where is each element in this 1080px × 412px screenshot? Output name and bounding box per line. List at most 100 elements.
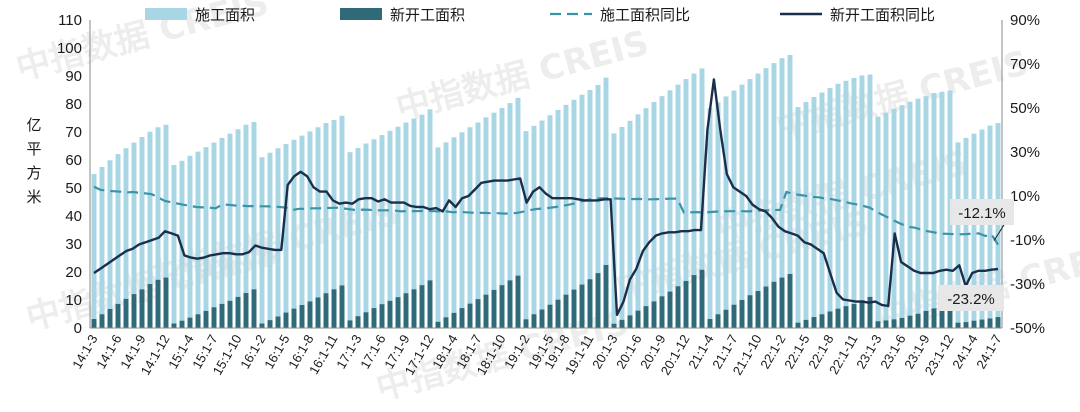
bar-new-start-area — [467, 303, 473, 328]
bar-new-start-area — [571, 289, 577, 328]
bar-construction-area — [227, 133, 233, 328]
bar-new-start-area — [843, 306, 849, 328]
bar-new-start-area — [387, 300, 393, 328]
bar-new-start-area — [691, 275, 697, 328]
legend-swatch — [145, 8, 187, 20]
bar-construction-area — [707, 108, 713, 328]
bar-new-start-area — [859, 300, 865, 328]
bar-new-start-area — [219, 303, 225, 328]
bar-construction-area — [611, 133, 617, 328]
bar-new-start-area — [963, 322, 969, 328]
bar-construction-area — [283, 144, 289, 328]
left-tick-label: 80 — [65, 96, 82, 113]
bar-construction-area — [147, 131, 153, 328]
bar-new-start-area — [187, 317, 193, 328]
bar-construction-area — [251, 121, 257, 328]
bar-new-start-area — [243, 293, 249, 328]
bar-construction-area — [491, 112, 497, 329]
bar-new-start-area — [811, 317, 817, 328]
series-construction-area — [91, 55, 1001, 329]
bar-new-start-area — [611, 323, 617, 328]
bar-construction-area — [443, 142, 449, 328]
bar-new-start-area — [995, 317, 1001, 328]
bar-construction-area — [635, 114, 641, 328]
bar-construction-area — [923, 96, 929, 328]
bar-new-start-area — [427, 280, 433, 328]
bar-new-start-area — [331, 289, 337, 328]
bar-construction-area — [507, 103, 513, 328]
bar-new-start-area — [827, 311, 833, 328]
bar-new-start-area — [171, 323, 177, 328]
bar-new-start-area — [979, 319, 985, 328]
bar-new-start-area — [907, 315, 913, 328]
bar-construction-area — [203, 147, 209, 328]
left-tick-label: 40 — [65, 208, 82, 225]
bar-construction-area — [803, 102, 809, 328]
right-tick-label: 10% — [1010, 188, 1040, 205]
bar-construction-area — [339, 115, 345, 328]
bar-construction-area — [987, 125, 993, 328]
bar-new-start-area — [603, 265, 609, 328]
bar-new-start-area — [339, 285, 345, 328]
left-tick-label: 50 — [65, 180, 82, 197]
bar-construction-area — [387, 130, 393, 328]
bar-new-start-area — [251, 289, 257, 328]
right-tick-label: 70% — [1010, 56, 1040, 73]
left-tick-label: 70 — [65, 124, 82, 141]
bar-construction-area — [963, 137, 969, 328]
bar-new-start-area — [475, 299, 481, 328]
bar-new-start-area — [883, 320, 889, 328]
bar-new-start-area — [795, 322, 801, 328]
bar-construction-area — [243, 124, 249, 328]
bar-construction-area — [571, 99, 577, 328]
bar-new-start-area — [635, 310, 641, 328]
legend-label: 施工面积同比 — [600, 6, 690, 24]
bar-construction-area — [691, 73, 697, 328]
bar-construction-area — [363, 143, 369, 328]
bar-new-start-area — [91, 319, 97, 328]
bar-new-start-area — [411, 289, 417, 328]
bar-new-start-area — [643, 306, 649, 328]
bar-construction-area — [843, 80, 849, 328]
bar-new-start-area — [931, 308, 937, 328]
left-tick-label: 60 — [65, 152, 82, 169]
bar-construction-area — [155, 127, 161, 329]
bar-new-start-area — [347, 320, 353, 328]
bar-construction-area — [163, 124, 169, 328]
legend-swatch — [340, 8, 382, 20]
left-tick-label: 20 — [65, 264, 82, 281]
bar-construction-area — [619, 126, 625, 329]
bar-new-start-area — [283, 312, 289, 328]
bar-new-start-area — [275, 316, 281, 328]
right-tick-label: 50% — [1010, 100, 1040, 117]
bar-new-start-area — [667, 291, 673, 328]
bar-construction-area — [763, 68, 769, 328]
bar-construction-area — [267, 152, 273, 328]
bar-construction-area — [91, 174, 97, 328]
bar-new-start-area — [531, 314, 537, 328]
bar-new-start-area — [723, 309, 729, 328]
bar-new-start-area — [163, 277, 169, 328]
bar-new-start-area — [971, 320, 977, 328]
bar-construction-area — [811, 97, 817, 328]
bar-new-start-area — [211, 307, 217, 328]
bar-construction-area — [259, 157, 265, 328]
bar-construction-area — [587, 90, 593, 328]
bar-construction-area — [523, 131, 529, 328]
bar-new-start-area — [587, 279, 593, 328]
bar-new-start-area — [627, 315, 633, 328]
legend-label: 新开工面积同比 — [830, 6, 935, 24]
bar-construction-area — [187, 155, 193, 328]
bar-construction-area — [627, 120, 633, 328]
bar-construction-area — [675, 84, 681, 329]
bar-construction-area — [931, 93, 937, 328]
bar-new-start-area — [379, 304, 385, 328]
right-tick-label: -30% — [1010, 276, 1045, 293]
bar-new-start-area — [707, 319, 713, 328]
bar-new-start-area — [939, 307, 945, 328]
bar-new-start-area — [675, 286, 681, 328]
bar-new-start-area — [99, 314, 105, 328]
annotation-label: -12.1% — [958, 205, 1006, 222]
bar-construction-area — [979, 129, 985, 328]
